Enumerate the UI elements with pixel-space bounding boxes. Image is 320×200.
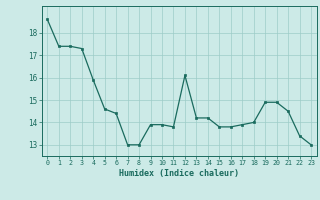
X-axis label: Humidex (Indice chaleur): Humidex (Indice chaleur) [119, 169, 239, 178]
